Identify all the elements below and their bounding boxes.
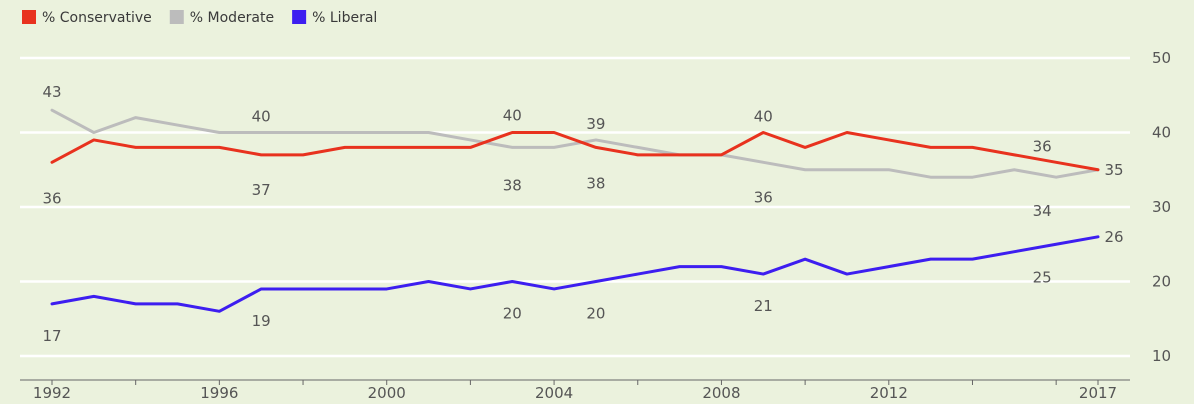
series-line-moderate — [50, 108, 1100, 179]
x-tick-label-1996: 1996 — [200, 384, 238, 402]
series-line-liberal — [50, 235, 1100, 313]
y-tick-label-20: 20 — [1152, 273, 1171, 291]
legend-item-liberal[interactable]: % Liberal — [292, 10, 377, 26]
legend-item-moderate[interactable]: % Moderate — [169, 10, 274, 26]
data-label: 40 — [754, 108, 773, 126]
legend-item-conservative[interactable]: % Conservative — [22, 10, 152, 26]
data-label: 43 — [42, 83, 61, 101]
data-label: 36 — [754, 188, 773, 206]
data-label: 20 — [503, 305, 522, 323]
series-line-conservative — [50, 131, 1100, 172]
data-label: 36 — [42, 189, 61, 207]
x-axis-tick-labels: 1992 1996 2000 2004 2008 2012 2017 — [33, 384, 1117, 402]
x-axis — [20, 379, 1130, 385]
data-labels: 43 36 40 37 40 38 39 38 40 36 36 34 35 17 19 20 20 21 25 26 — [42, 83, 1123, 345]
x-tick-label-2012: 2012 — [870, 384, 908, 402]
data-label: 25 — [1033, 268, 1052, 286]
data-label: 40 — [252, 108, 271, 126]
data-label: 36 — [1033, 137, 1052, 155]
y-tick-label-40: 40 — [1152, 124, 1171, 142]
data-label: 21 — [754, 297, 773, 315]
legend-swatch-liberal — [292, 10, 307, 24]
series-lines — [50, 108, 1100, 313]
data-label: 40 — [503, 107, 522, 125]
data-label: 39 — [586, 115, 605, 133]
data-label: 37 — [252, 181, 271, 199]
legend-swatch-conservative — [22, 10, 36, 24]
data-label: 34 — [1033, 202, 1052, 220]
y-tick-label-30: 30 — [1152, 198, 1171, 216]
data-label: 26 — [1104, 228, 1123, 246]
y-tick-label-10: 10 — [1152, 347, 1171, 365]
legend-label-liberal: % Liberal — [312, 10, 377, 26]
legend-label-moderate: % Moderate — [190, 10, 274, 26]
x-tick-label-2017: 2017 — [1079, 384, 1117, 402]
data-label: 35 — [1104, 161, 1123, 179]
gridlines — [20, 56, 1130, 358]
y-axis-tick-labels: 50 40 30 20 10 — [1152, 49, 1171, 365]
data-label: 20 — [586, 305, 605, 323]
data-label: 38 — [503, 176, 522, 194]
x-tick-label-1992: 1992 — [33, 384, 71, 402]
legend-swatch-moderate — [169, 10, 184, 24]
x-tick-label-2000: 2000 — [368, 384, 406, 402]
y-tick-label-50: 50 — [1152, 49, 1171, 67]
data-label: 38 — [586, 174, 605, 192]
data-label: 17 — [42, 327, 61, 345]
x-tick-label-2008: 2008 — [702, 384, 740, 402]
x-tick-label-2004: 2004 — [535, 384, 573, 402]
legend-label-conservative: % Conservative — [42, 10, 152, 26]
legend[interactable]: % Conservative % Moderate % Liberal — [22, 10, 377, 26]
data-label: 19 — [252, 312, 271, 330]
